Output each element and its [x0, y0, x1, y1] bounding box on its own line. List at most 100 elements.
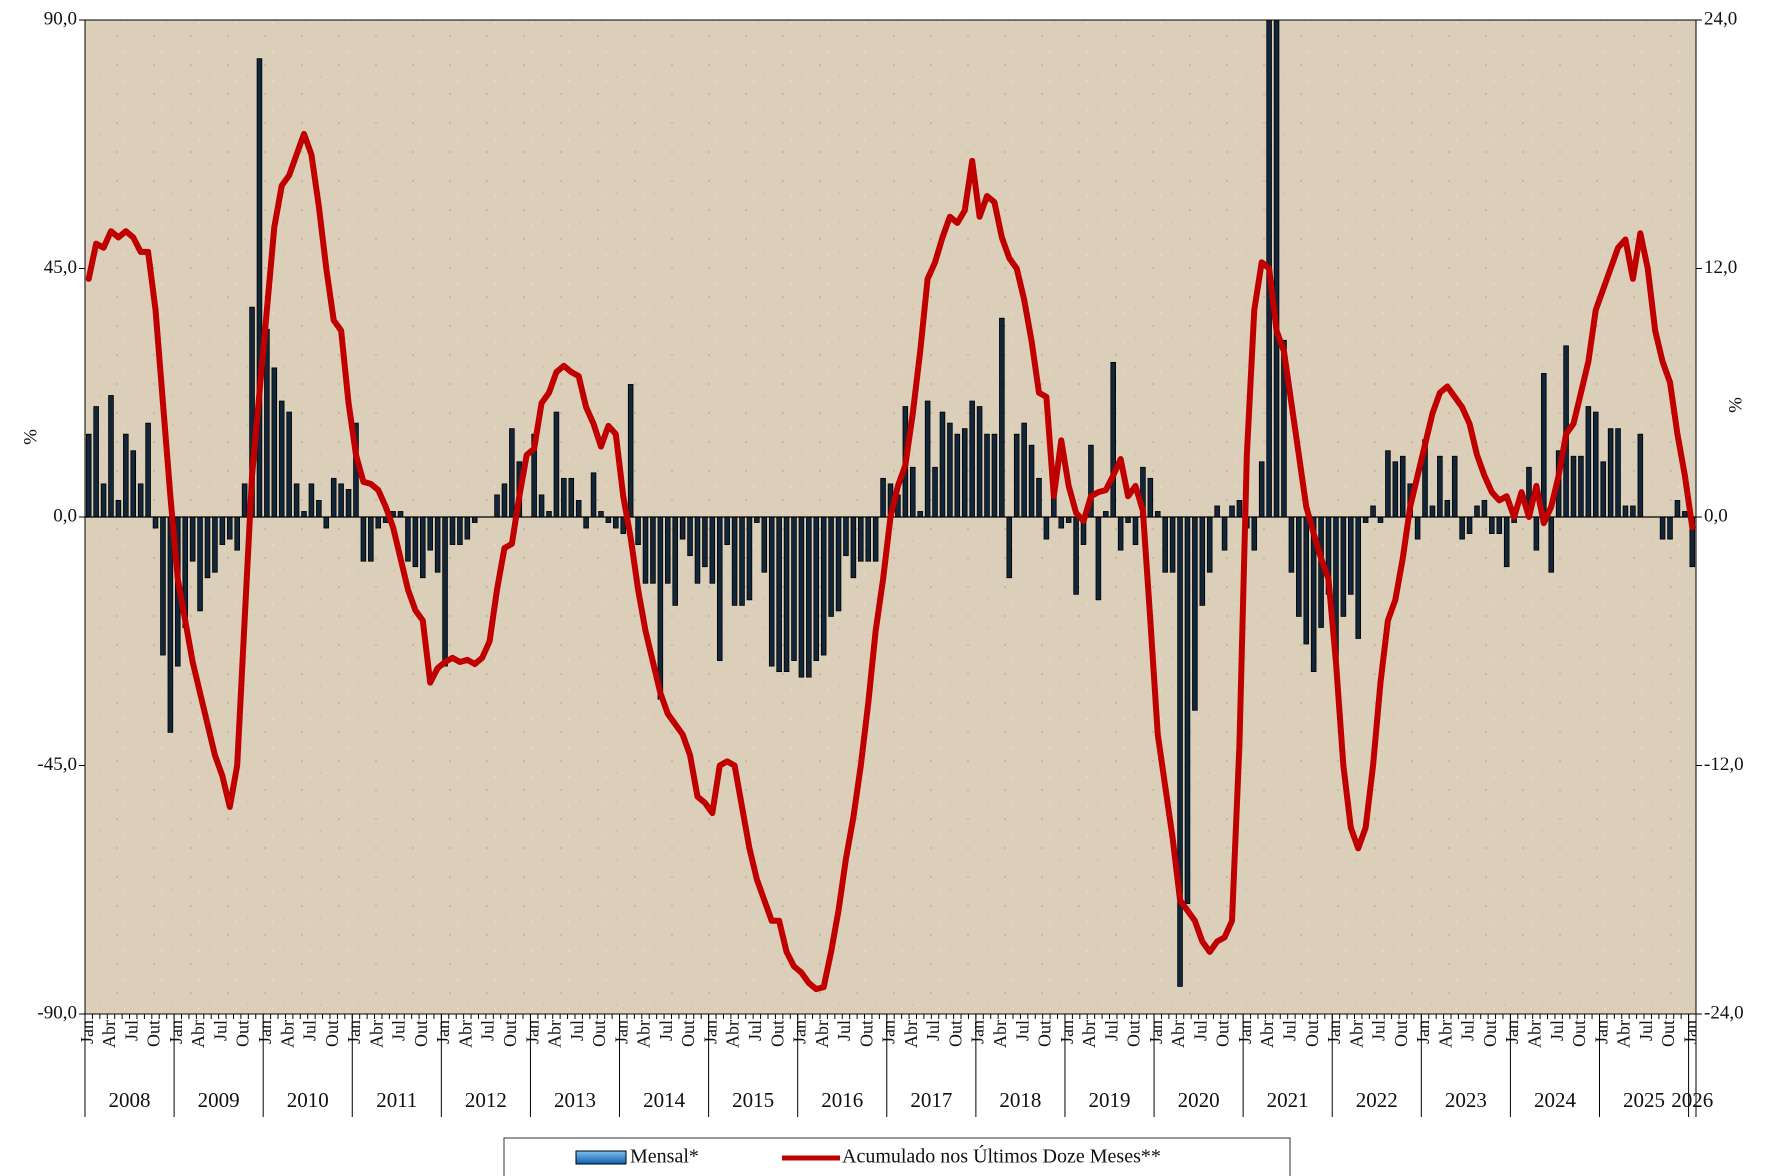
x-tick-label: Jul — [834, 1020, 854, 1041]
bar — [323, 516, 330, 529]
bar — [338, 483, 344, 518]
bar — [100, 483, 107, 518]
bar — [204, 516, 211, 579]
bar — [1348, 516, 1354, 595]
y2-tick-label: 0,0 — [1704, 505, 1728, 526]
bar — [820, 516, 827, 656]
bar — [1570, 455, 1577, 518]
x-tick-label: Jan — [344, 1020, 364, 1044]
bar — [642, 516, 649, 584]
bar — [509, 428, 515, 518]
bar — [1288, 516, 1295, 573]
bar — [746, 516, 753, 601]
bar — [1006, 516, 1013, 579]
bar — [1585, 406, 1592, 518]
bar — [152, 516, 159, 529]
bar — [1117, 516, 1124, 551]
bar — [1147, 477, 1154, 518]
y2-tick-label: 12,0 — [1704, 257, 1737, 278]
bar — [1214, 505, 1220, 518]
bar — [1206, 516, 1213, 573]
x-tick-label: Jan — [1146, 1020, 1166, 1044]
x-tick-label: Abr — [1614, 1020, 1634, 1048]
x-tick-label: Jan — [166, 1020, 186, 1044]
bar — [360, 516, 367, 562]
bar — [1659, 516, 1666, 540]
bar — [1169, 516, 1176, 573]
legend-swatch — [575, 1150, 627, 1165]
line — [85, 130, 1696, 993]
bar — [865, 516, 872, 562]
bar — [828, 516, 834, 617]
year-label: 2020 — [1178, 1088, 1220, 1112]
x-tick-label: Jan — [879, 1020, 899, 1044]
x-tick-label: Jul — [1369, 1020, 1389, 1041]
bar — [1607, 428, 1614, 518]
bar — [1340, 516, 1347, 617]
y-tick-label: -45,0 — [37, 754, 77, 775]
bar — [420, 516, 426, 579]
x-tick-label: Abr — [99, 1020, 119, 1048]
x-tick-label: Jul — [121, 1020, 141, 1041]
bar — [1578, 455, 1584, 518]
bar — [909, 466, 916, 518]
bar — [278, 400, 285, 518]
x-tick-label: Jan — [790, 1020, 810, 1044]
bar — [679, 516, 686, 540]
x-tick-label: Jan — [968, 1020, 988, 1044]
bar — [954, 433, 961, 518]
bar — [1177, 516, 1183, 987]
bar — [724, 516, 730, 546]
bar — [330, 477, 337, 518]
bar — [1489, 516, 1495, 534]
legend-label: Acumulado nos Últimos Doze Meses** — [842, 1144, 1161, 1168]
bar — [1362, 516, 1369, 523]
bar — [984, 433, 990, 518]
bar — [590, 472, 597, 518]
bar — [575, 500, 582, 518]
x-tick-label: Jan — [77, 1020, 97, 1044]
bar — [189, 516, 196, 562]
bar — [806, 516, 812, 678]
year-label: 2015 — [732, 1088, 774, 1112]
bar — [1184, 516, 1191, 904]
bar — [791, 516, 797, 661]
bar — [1065, 516, 1072, 523]
x-tick-label: Out — [945, 1020, 965, 1047]
bar — [397, 511, 404, 518]
bar — [1637, 433, 1644, 518]
bar — [687, 516, 693, 557]
bar — [1273, 20, 1280, 518]
x-tick-label: Jul — [1280, 1020, 1300, 1041]
x-tick-label: Abr — [1435, 1020, 1455, 1048]
year-label: 2021 — [1267, 1088, 1309, 1112]
bar — [1021, 422, 1027, 518]
bar — [108, 395, 114, 518]
bar — [434, 516, 441, 573]
bar — [613, 516, 619, 529]
x-tick-label: Abr — [634, 1020, 654, 1048]
x-tick-label: Jul — [567, 1020, 587, 1041]
bar — [1229, 505, 1235, 518]
bar — [1474, 505, 1480, 518]
bar — [308, 483, 315, 518]
bar — [271, 367, 278, 518]
x-tick-label: Jul — [478, 1020, 498, 1041]
bar — [694, 516, 701, 584]
x-tick-label: Jul — [745, 1020, 765, 1041]
year-label: 2009 — [198, 1088, 240, 1112]
year-label: 2017 — [910, 1088, 952, 1112]
x-tick-label: Abr — [812, 1020, 832, 1048]
bar — [776, 516, 782, 673]
x-tick-label: Abr — [277, 1020, 297, 1048]
x-tick-label: Jan — [433, 1020, 453, 1044]
bar — [1266, 20, 1272, 518]
bar — [976, 406, 983, 518]
bar — [123, 433, 129, 518]
x-tick-label: Jul — [1190, 1020, 1210, 1041]
bar — [1541, 373, 1547, 518]
bar — [1437, 455, 1443, 518]
bar — [858, 516, 864, 562]
year-label: 2019 — [1089, 1088, 1131, 1112]
bar — [1296, 516, 1302, 617]
